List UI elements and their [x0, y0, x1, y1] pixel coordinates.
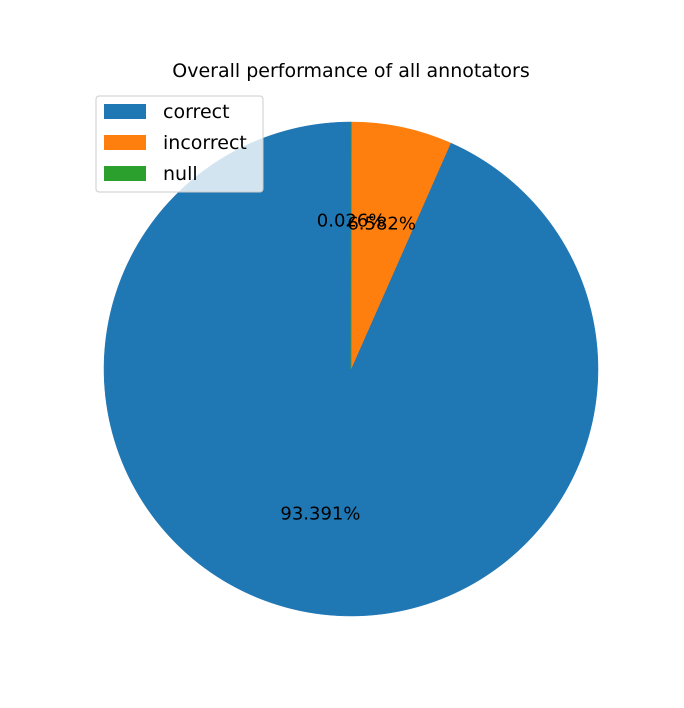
legend-label-null: null	[163, 163, 198, 185]
legend-swatch-null	[104, 166, 146, 181]
pie-percent-labels: 93.391% 6.582%0.026%	[280, 210, 416, 524]
pie-slice-correct	[103, 121, 599, 617]
legend-label-incorrect: incorrect	[163, 132, 247, 154]
legend: correct incorrect null	[95, 95, 264, 193]
legend-swatch-incorrect	[104, 135, 146, 150]
pie-label-correct: 93.391%	[280, 504, 360, 525]
legend-swatch-correct	[104, 104, 146, 119]
pie-label-null: 0.026%	[317, 210, 386, 231]
pie-label-incorrect: 6.582%	[347, 214, 416, 235]
legend-label-correct: correct	[163, 101, 230, 123]
pie-slices	[103, 121, 599, 617]
chart-title: Overall performance of all annotators	[172, 60, 529, 82]
